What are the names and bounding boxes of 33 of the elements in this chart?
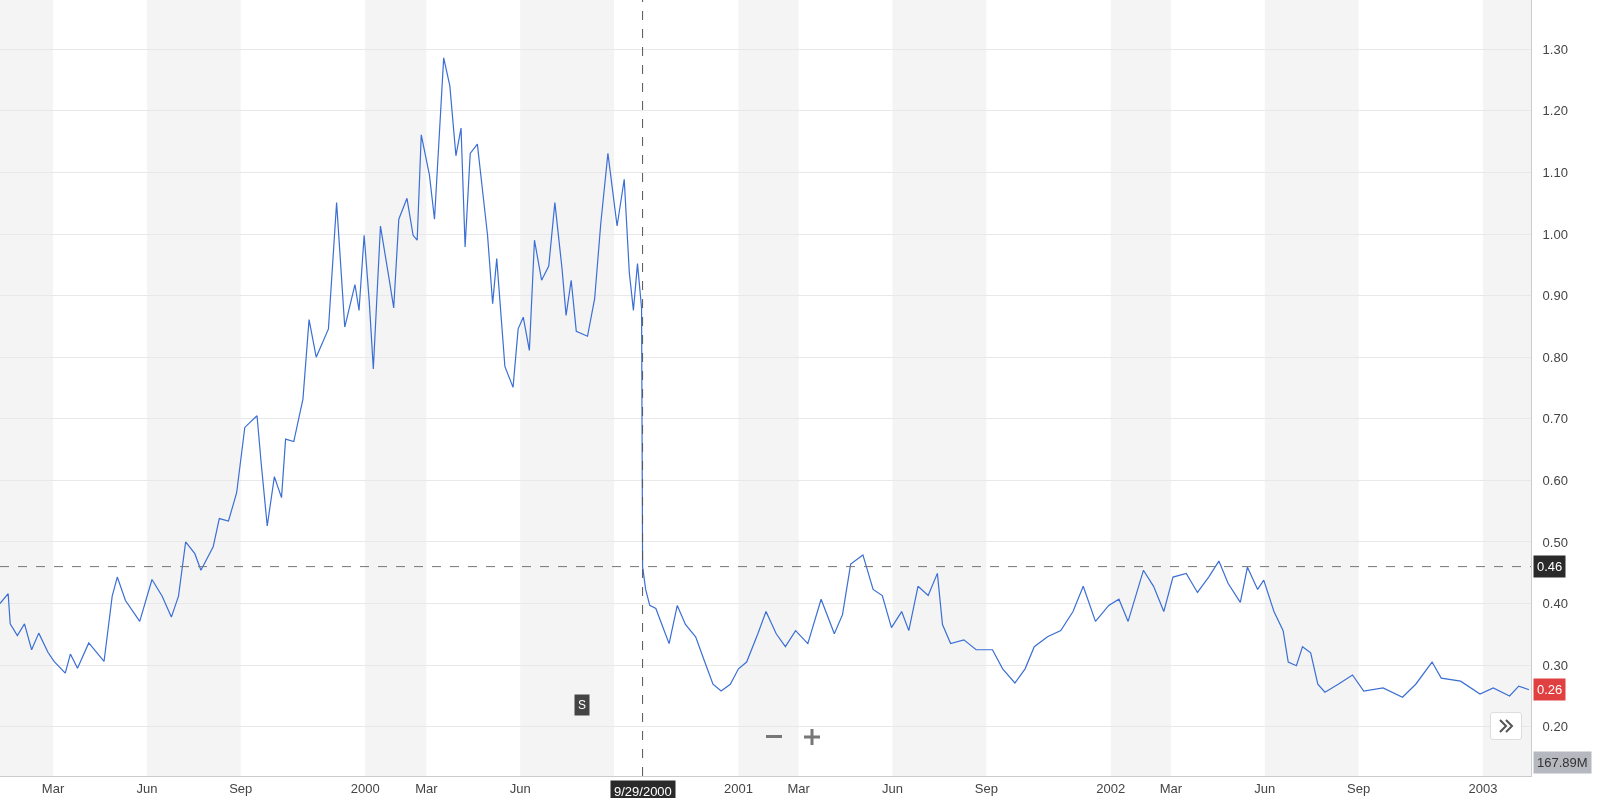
- y-tick-label: 0.90: [1542, 288, 1568, 304]
- y-tick-label: 1.30: [1542, 41, 1568, 57]
- x-tick-label: 2001: [724, 780, 753, 796]
- x-tick-label: Sep: [974, 780, 998, 796]
- x-tick-label: 2000: [350, 780, 380, 796]
- x-tick-label: Jun: [882, 780, 903, 796]
- y-tick-label: 0.30: [1542, 657, 1568, 673]
- y-tick-label: 0.60: [1542, 472, 1568, 488]
- annotation: S: [578, 698, 587, 712]
- y-tick-label: 0.80: [1542, 349, 1568, 365]
- y-tick-label: 1.00: [1542, 226, 1568, 242]
- annotation: 0.26: [1537, 682, 1563, 697]
- x-tick-label: Mar: [41, 780, 65, 796]
- y-tick-label: 0.20: [1542, 719, 1568, 735]
- x-tick-label: 2003: [1468, 780, 1498, 796]
- x-tick-label: Mar: [787, 780, 811, 796]
- x-tick-label: 2002: [1096, 780, 1126, 796]
- ref-line-label: 9/29/2000: [614, 784, 672, 798]
- y-tick-label: 0.40: [1542, 596, 1568, 612]
- y-tick-label: 1.10: [1542, 164, 1568, 180]
- line-series: [0, 57, 1530, 698]
- y-tick-label: 0.50: [1542, 534, 1568, 550]
- x-tick-label: Jun: [509, 780, 531, 796]
- y-tick-label: 0.70: [1542, 411, 1568, 427]
- text: 167.89M: [1537, 755, 1588, 770]
- x-tick-label: Sep: [229, 780, 253, 796]
- x-tick-label: Jun: [136, 780, 158, 796]
- x-tick-label: Jun: [1254, 780, 1276, 796]
- x-tick-label: Sep: [1347, 780, 1371, 796]
- ref-line-label: 0.46: [1537, 559, 1563, 574]
- y-tick-label: 1.20: [1542, 103, 1568, 119]
- x-tick-label: Mar: [415, 780, 439, 796]
- x-tick-label: Mar: [1159, 780, 1183, 796]
